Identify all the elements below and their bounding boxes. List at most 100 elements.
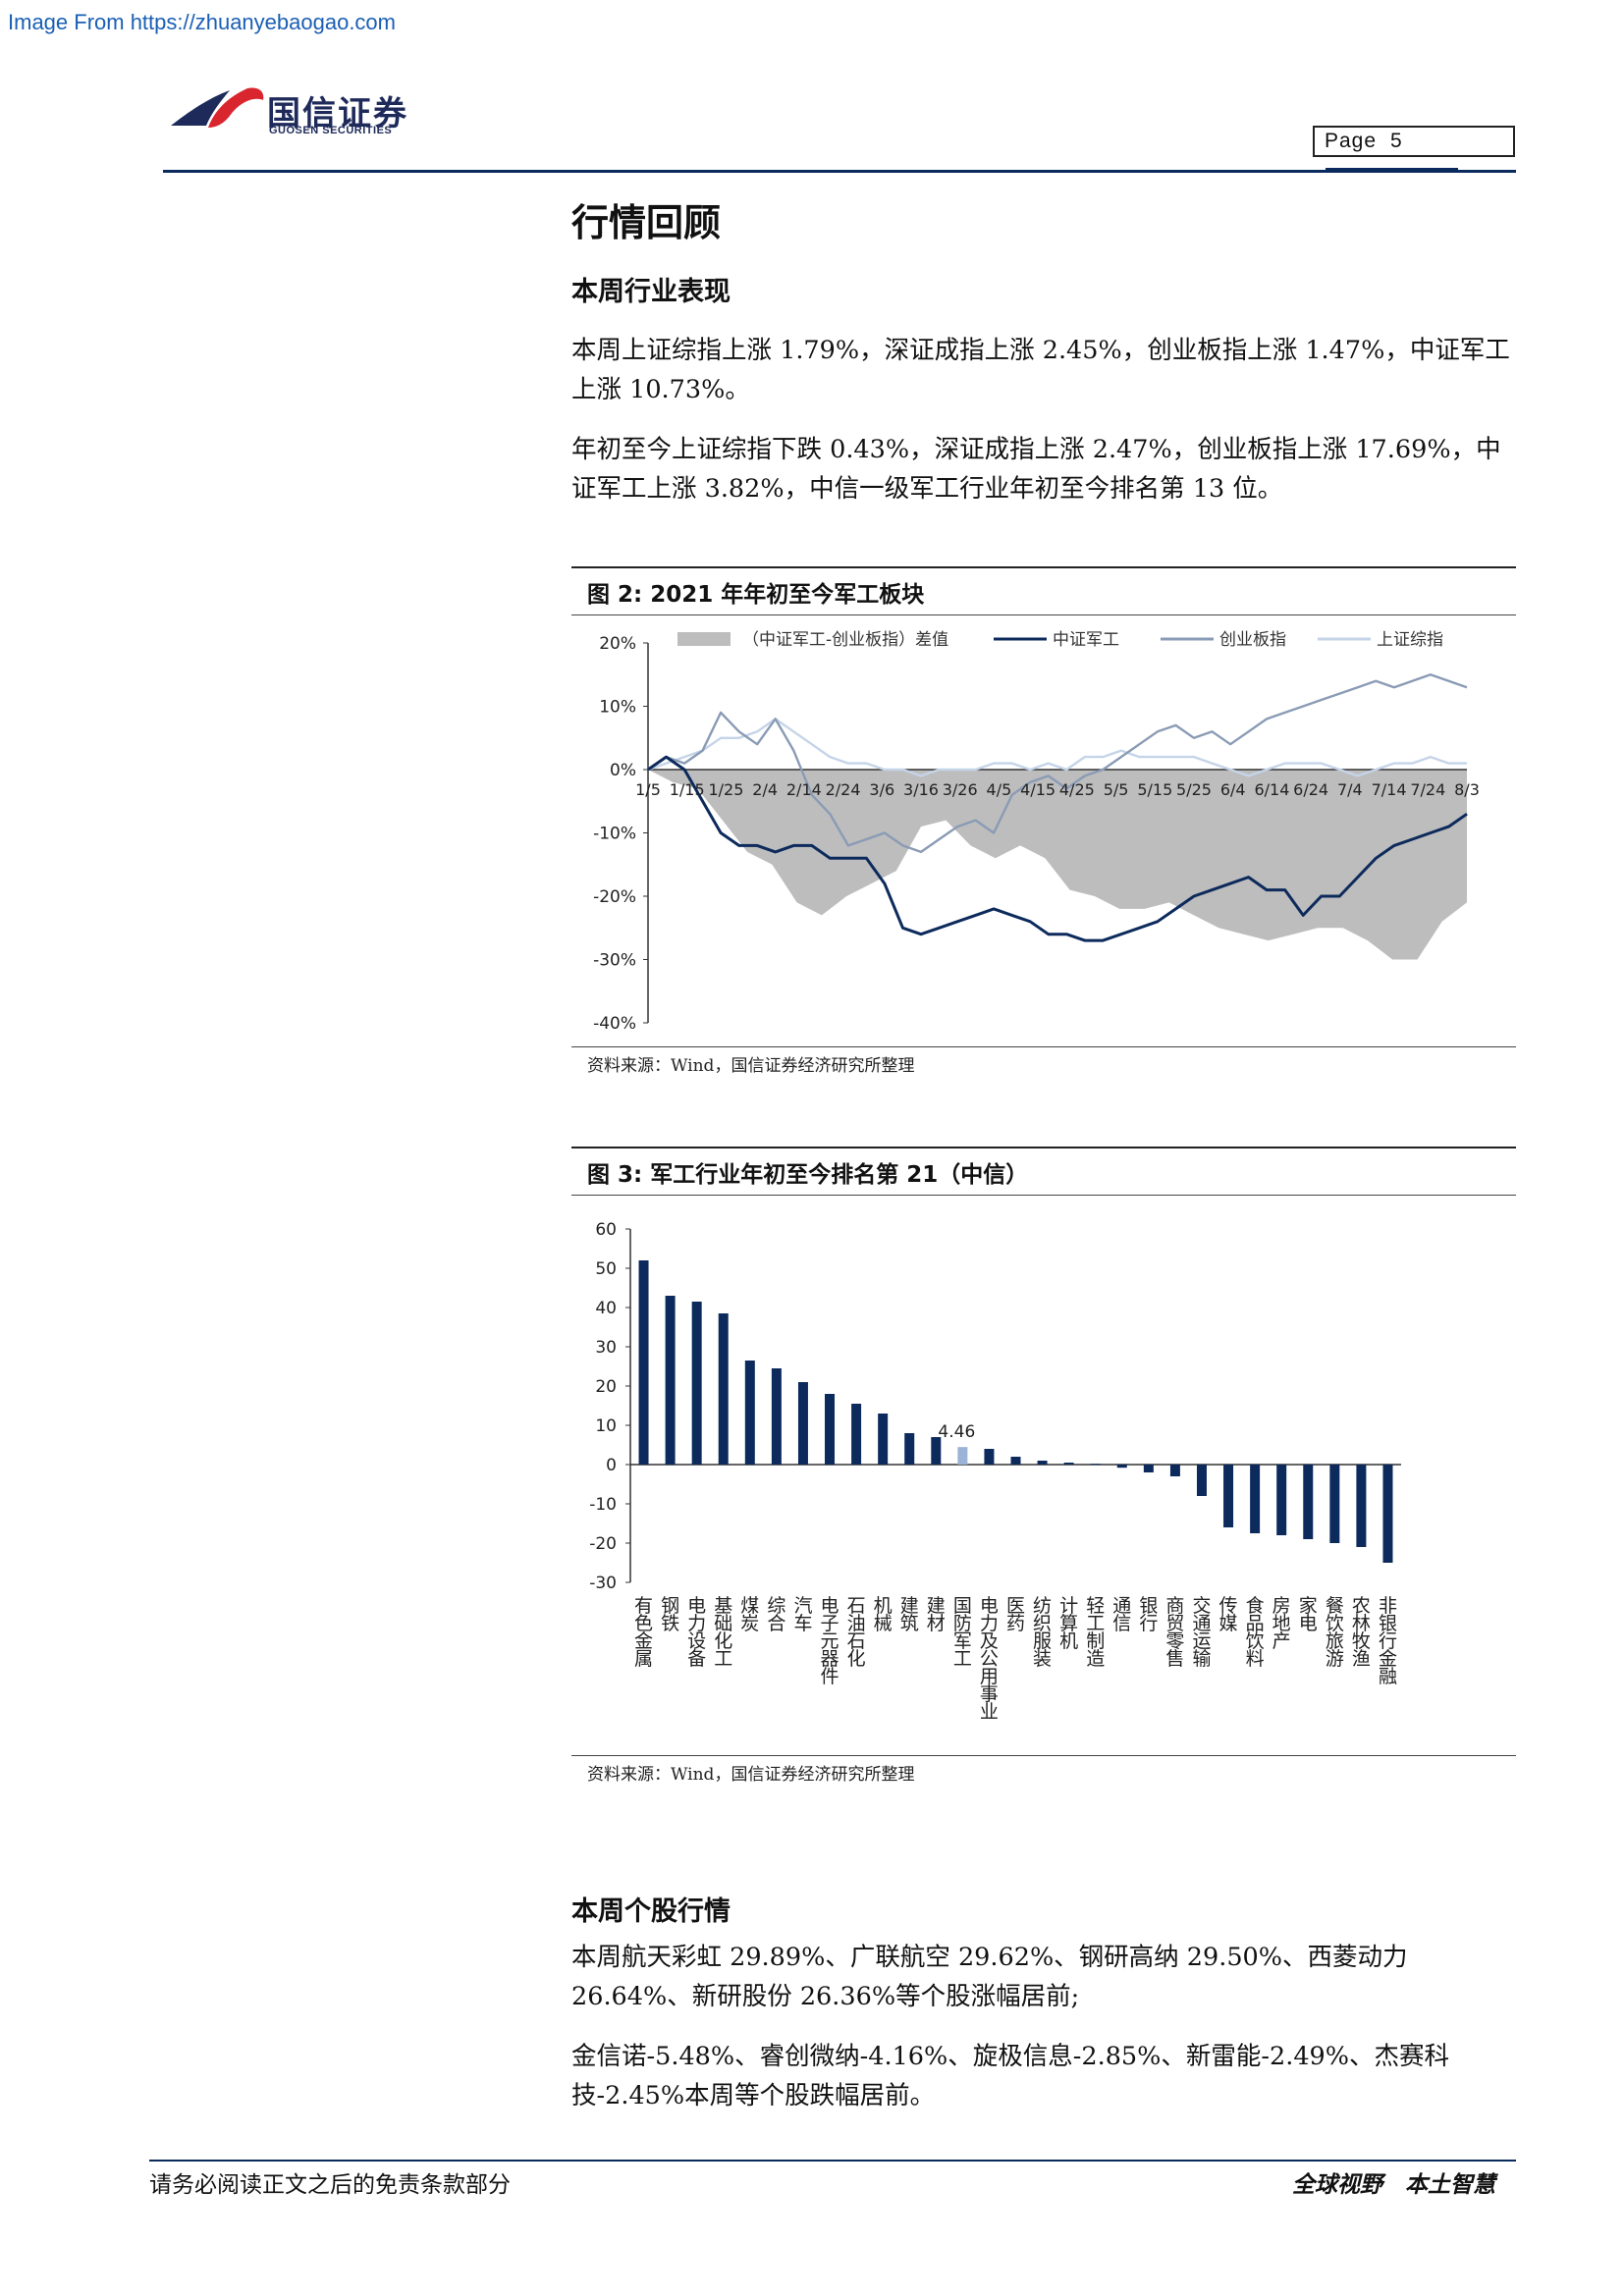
category-label: 非银行金融 bbox=[1379, 1595, 1397, 1687]
x-tick-label: 6/24 bbox=[1293, 780, 1328, 799]
bar-27 bbox=[1356, 1465, 1367, 1547]
bar-13 bbox=[984, 1449, 995, 1465]
bar-20 bbox=[1169, 1465, 1180, 1476]
category-label: 电力设备 bbox=[687, 1595, 706, 1670]
category-label: 房地产 bbox=[1272, 1595, 1291, 1652]
x-tick-label: 1/15 bbox=[670, 780, 705, 799]
category-label: 食品饮料 bbox=[1246, 1595, 1265, 1670]
figure3-top-rule bbox=[571, 1147, 1516, 1148]
bar-14 bbox=[1010, 1457, 1021, 1465]
x-tick-label: 5/15 bbox=[1137, 780, 1172, 799]
category-label: 煤炭 bbox=[740, 1595, 759, 1634]
category-label: 建材 bbox=[927, 1595, 946, 1634]
bar-8 bbox=[851, 1404, 862, 1465]
category-label: 基础化工 bbox=[714, 1595, 732, 1670]
page-number: 5 bbox=[1390, 130, 1403, 152]
figure2-title: 图 2: 2021 年年初至今军工板块 bbox=[587, 575, 924, 609]
bar-18 bbox=[1116, 1465, 1127, 1468]
y-tick-label: -10 bbox=[589, 1495, 617, 1515]
brand-name-en: GUOSEN SECURITIES bbox=[269, 125, 393, 136]
x-tick-label: 7/4 bbox=[1337, 780, 1363, 799]
category-label: 银行 bbox=[1139, 1595, 1158, 1634]
industry-paragraph-2: 年初至今上证综指下跌 0.43%，深证成指上涨 2.47%，创业板指上涨 17.… bbox=[571, 435, 1501, 504]
bar-6 bbox=[797, 1382, 808, 1465]
y-tick-label: -40% bbox=[593, 1014, 636, 1034]
legend-swatch bbox=[677, 632, 731, 646]
x-tick-label: 6/4 bbox=[1220, 780, 1246, 799]
figure3-title-text: 军工行业年初至今排名第 21（中信） bbox=[650, 1162, 1029, 1188]
y-tick-label: 0% bbox=[610, 761, 636, 780]
category-label: 钢铁 bbox=[661, 1595, 679, 1634]
category-label: 通信 bbox=[1112, 1595, 1131, 1634]
footer-slogan: 全球视野 本土智慧 bbox=[1292, 2171, 1495, 2198]
category-label: 传媒 bbox=[1219, 1595, 1238, 1634]
category-label: 轻工制造 bbox=[1086, 1595, 1105, 1670]
x-tick-label: 3/16 bbox=[903, 780, 939, 799]
military-sector-line-chart: 20% 10% 0% -10% -20% -30% -40% 1/5 1/15 1/25 2/4 2… bbox=[593, 630, 1480, 1034]
bar-1 bbox=[665, 1296, 676, 1465]
x-tick-label: 6/14 bbox=[1254, 780, 1289, 799]
y-tick-label: 60 bbox=[595, 1220, 617, 1240]
x-tick-label: 3/26 bbox=[943, 780, 978, 799]
y-tick-label: -30% bbox=[593, 951, 636, 971]
x-tick-label: 2/4 bbox=[752, 780, 778, 799]
x-tick-label: 8/3 bbox=[1454, 780, 1480, 799]
x-tick-label: 1/5 bbox=[635, 780, 661, 799]
bar-25 bbox=[1303, 1465, 1314, 1539]
x-tick-label: 4/15 bbox=[1020, 780, 1056, 799]
figure3-label: 图 3: bbox=[587, 1162, 643, 1188]
y-tick-label: -20% bbox=[593, 887, 636, 907]
y-tick-label: 30 bbox=[595, 1338, 617, 1358]
bar-24 bbox=[1276, 1465, 1287, 1535]
y-tick-label: 0 bbox=[606, 1456, 617, 1475]
x-tick-label: 3/6 bbox=[869, 780, 894, 799]
page-underline bbox=[1326, 168, 1458, 171]
figure2-title-text: 2021 年年初至今军工板块 bbox=[650, 582, 925, 608]
legend-label: 创业板指 bbox=[1219, 630, 1286, 650]
series-line-1 bbox=[647, 755, 1468, 942]
bar-17 bbox=[1090, 1464, 1101, 1466]
bar-26 bbox=[1329, 1465, 1340, 1543]
figure3-source: 资料来源：Wind，国信证券经济研究所整理 bbox=[587, 1765, 915, 1785]
series-line-2 bbox=[647, 673, 1468, 854]
x-tick-label: 2/14 bbox=[786, 780, 822, 799]
figure2-title-rule bbox=[571, 614, 1516, 615]
guosen-logo-icon bbox=[171, 87, 264, 128]
category-label: 餐饮旅游 bbox=[1326, 1595, 1344, 1670]
bar-15 bbox=[1037, 1461, 1048, 1465]
category-label: 商贸零售 bbox=[1165, 1595, 1184, 1670]
stocks-paragraph-1: 本周航天彩虹 29.89%、广联航空 29.62%、钢研高纳 29.50%、西菱… bbox=[571, 1943, 1408, 2011]
figure3-title: 图 3: 军工行业年初至今排名第 21（中信） bbox=[587, 1155, 1028, 1189]
bar-10 bbox=[904, 1433, 915, 1465]
bar-21 bbox=[1196, 1465, 1207, 1496]
x-tick-label: 7/24 bbox=[1410, 780, 1445, 799]
brand-name: 国信证券 bbox=[267, 94, 408, 133]
industry-heading: 本周行业表现 bbox=[571, 277, 731, 307]
bar-19 bbox=[1143, 1465, 1154, 1472]
series-area-0 bbox=[648, 770, 1467, 960]
category-label: 有色金属 bbox=[634, 1595, 653, 1670]
y-tick-label: 40 bbox=[595, 1299, 617, 1318]
category-label: 机械 bbox=[874, 1595, 893, 1634]
y-tick-label: -20 bbox=[589, 1534, 617, 1554]
bar-11 bbox=[931, 1437, 942, 1465]
y-tick-label: 50 bbox=[595, 1259, 617, 1279]
page-number-box: Page 5 bbox=[1313, 126, 1515, 157]
x-tick-label: 5/25 bbox=[1176, 780, 1212, 799]
figure2-bottom-rule bbox=[571, 1046, 1516, 1047]
legend-label: 上证综指 bbox=[1377, 630, 1443, 650]
bar-12 bbox=[957, 1447, 968, 1465]
watermark: Image From https://zhuanyebaogao.com bbox=[8, 10, 396, 34]
bar-16 bbox=[1063, 1463, 1074, 1465]
legend-label: 中证军工 bbox=[1053, 630, 1119, 650]
bar-3 bbox=[718, 1313, 729, 1465]
y-tick-label: -30 bbox=[589, 1574, 617, 1593]
footer-rule bbox=[149, 2160, 1516, 2162]
industry-paragraph-1: 本周上证综指上涨 1.79%，深证成指上涨 2.45%，创业板指上涨 1.47%… bbox=[571, 336, 1510, 404]
category-label: 电力及公用事业 bbox=[980, 1595, 999, 1723]
figure2-label: 图 2: bbox=[587, 582, 643, 608]
series-line-3 bbox=[647, 718, 1467, 777]
x-tick-label: 5/5 bbox=[1104, 780, 1129, 799]
x-tick-label: 4/5 bbox=[987, 780, 1012, 799]
stocks-heading: 本周个股行情 bbox=[571, 1896, 731, 1927]
